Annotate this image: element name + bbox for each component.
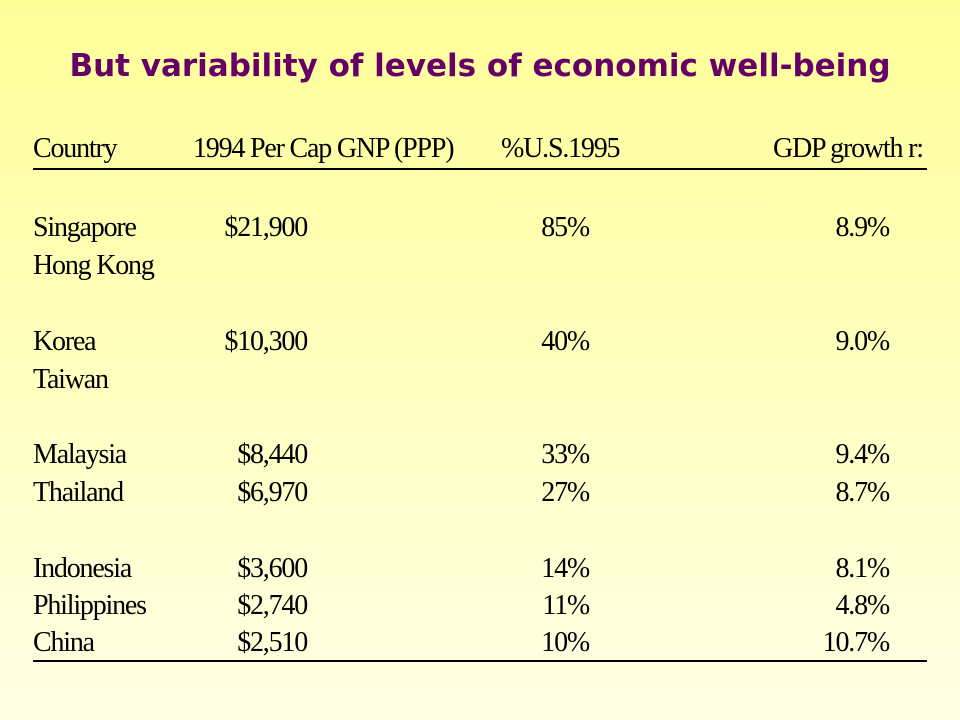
cell-country: Taiwan — [33, 364, 109, 395]
cell-gnp: $21,900 — [224, 212, 308, 243]
header-gnp: 1994 Per Cap GNP (PPP) — [193, 133, 455, 164]
cell-pct-us: 40% — [541, 326, 590, 357]
cell-gdp-growth: 8.9% — [835, 212, 890, 243]
table-row: Korea $10,300 40% 9.0% — [33, 323, 927, 361]
slide-title: But variability of levels of economic we… — [69, 48, 891, 84]
table-row: Philippines $2,740 11% 4.8% — [33, 587, 927, 625]
cell-pct-us: 11% — [542, 590, 590, 621]
cell-gdp-growth: 4.8% — [835, 590, 890, 621]
table-header-row: Country 1994 Per Cap GNP (PPP) %U.S.1995… — [33, 130, 927, 168]
cell-pct-us: 33% — [541, 439, 590, 470]
cell-gdp-growth: 9.4% — [835, 439, 890, 470]
cell-gdp-growth: 9.0% — [835, 326, 890, 357]
table-row: Hong Kong — [33, 247, 927, 285]
cell-gnp: $6,970 — [237, 477, 308, 508]
cell-gdp-growth: 8.1% — [835, 553, 890, 584]
cell-country: China — [33, 627, 95, 658]
cell-gnp: $3,600 — [237, 553, 308, 584]
cell-gnp: $10,300 — [224, 326, 308, 357]
table-row: Thailand $6,970 27% 8.7% — [33, 474, 927, 512]
cell-pct-us: 27% — [541, 477, 590, 508]
table-bottom-rule — [33, 660, 927, 662]
cell-country: Indonesia — [33, 553, 132, 584]
header-gdp-growth: GDP growth r: — [773, 133, 924, 164]
cell-gnp: $2,510 — [237, 627, 308, 658]
header-country: Country — [33, 133, 118, 164]
cell-country: Thailand — [33, 477, 124, 508]
cell-country: Singapore — [33, 212, 137, 243]
table-row: Malaysia $8,440 33% 9.4% — [33, 436, 927, 474]
cell-gdp-growth: 10.7% — [822, 627, 891, 658]
cell-pct-us: 14% — [541, 553, 590, 584]
cell-gnp: $8,440 — [237, 439, 308, 470]
table-row: Singapore $21,900 85% 8.9% — [33, 209, 927, 247]
cell-country: Korea — [33, 326, 97, 357]
table-row: Indonesia $3,600 14% 8.1% — [33, 550, 927, 588]
cell-pct-us: 10% — [541, 627, 590, 658]
table-row: China $2,510 10% 10.7% — [33, 624, 927, 662]
data-table: Country 1994 Per Cap GNP (PPP) %U.S.1995… — [33, 130, 927, 664]
cell-gdp-growth: 8.7% — [835, 477, 890, 508]
header-divider — [33, 168, 927, 170]
cell-country: Hong Kong — [33, 250, 155, 281]
cell-country: Philippines — [33, 590, 147, 621]
header-pct-us: %U.S.1995 — [501, 133, 621, 164]
cell-gnp: $2,740 — [237, 590, 308, 621]
cell-country: Malaysia — [33, 439, 127, 470]
cell-pct-us: 85% — [541, 212, 590, 243]
table-row: Taiwan — [33, 361, 927, 399]
